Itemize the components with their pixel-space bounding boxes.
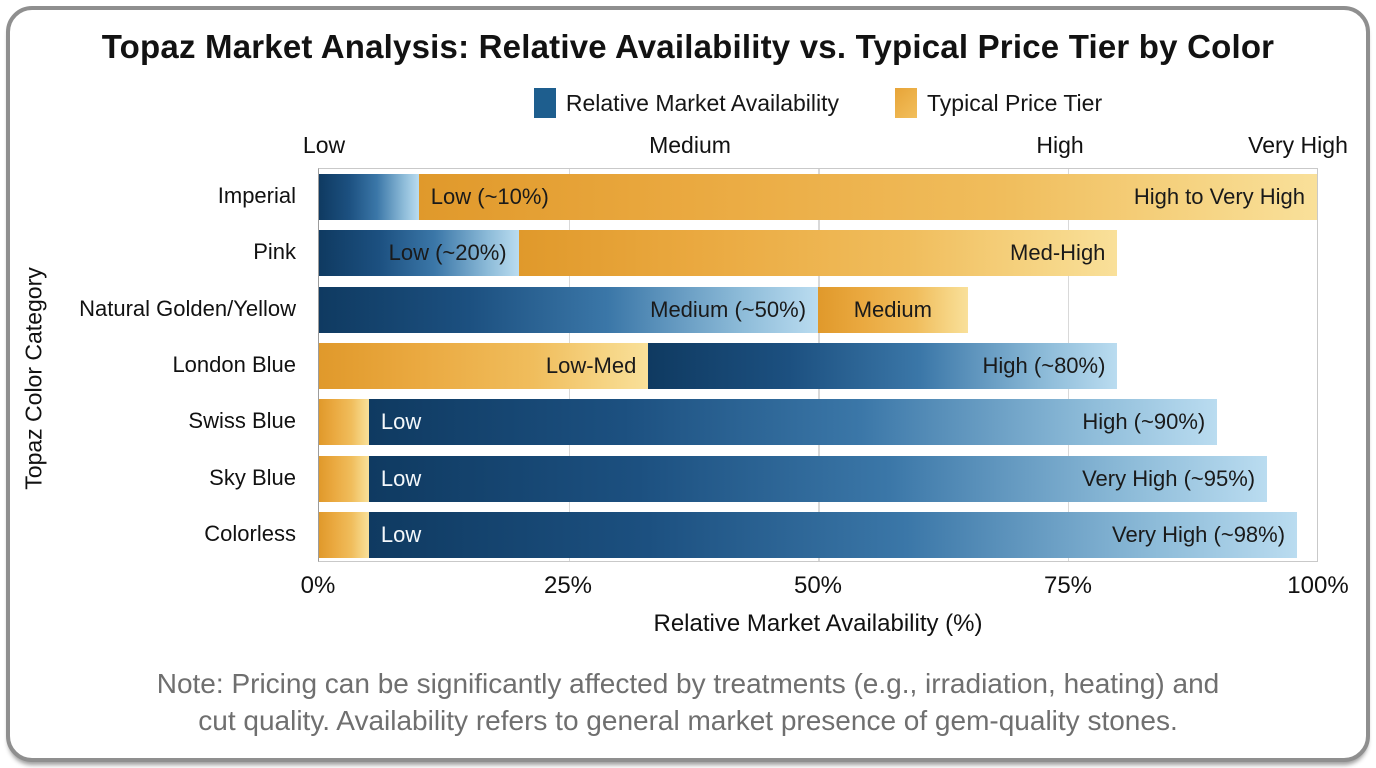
bar-row: Low High (~90%) (319, 399, 1317, 446)
category-label: Imperial (217, 183, 296, 209)
bar-row: Low (~20%) Med-High (319, 230, 1317, 277)
price-bar-segment (518, 230, 1118, 277)
category-label: Colorless (204, 520, 296, 546)
category-label: London Blue (172, 351, 296, 377)
legend-label-availability: Relative Market Availability (565, 89, 840, 116)
availability-bar-segment (319, 230, 519, 277)
availability-bar-segment (648, 343, 1118, 389)
bar-value-label: High (~80%) (982, 353, 1106, 378)
bar-value-label: High to Very High (1133, 184, 1306, 210)
availability-bar-segment (368, 399, 1218, 446)
bar-value-label: Very High (~95%) (1082, 465, 1256, 491)
legend-swatch-availability (533, 88, 556, 118)
top-axis-tick-label: Very High (1248, 132, 1348, 158)
availability-bar-segment (319, 174, 419, 221)
bar-value-label: Medium (853, 296, 932, 322)
bar-value-label: High (~90%) (1082, 409, 1206, 435)
bar-value-label: Medium (~50%) (650, 296, 807, 322)
availability-bar-segment (368, 455, 1268, 502)
bar-value-label: Med-High (1010, 240, 1106, 266)
bar-row: Medium (~50%) Medium (319, 286, 1317, 333)
price-bar-segment (818, 286, 968, 333)
x-tick-label: 100% (1287, 572, 1349, 599)
category-label: Sky Blue (209, 464, 296, 490)
top-axis-tick-label: Medium (649, 132, 731, 158)
category-label: Natural Golden/Yellow (79, 295, 296, 321)
bar-value-label: Low-Med (545, 353, 637, 378)
bar-row: Low-Med High (~80%) (319, 343, 1317, 389)
x-tick-label: 0% (300, 572, 336, 599)
plot-area: Low (~10%) High to Very High Low (~20%) Med… (318, 168, 1318, 562)
bar-value-label: Low (380, 409, 422, 435)
price-bar-segment (418, 174, 1317, 221)
chart-title: Topaz Market Analysis: Relative Availabi… (101, 28, 1275, 65)
price-bar-segment (319, 511, 369, 558)
x-tick-label: 75% (1043, 572, 1093, 599)
legend: Relative Market Availability Typical Pri… (318, 86, 1318, 120)
legend-swatch-price (895, 88, 918, 118)
top-axis-tick-label: High (1036, 132, 1084, 158)
top-axis-tick-label: Low (302, 132, 346, 158)
bar-row: Low Very High (~95%) (319, 455, 1317, 502)
category-label: Pink (253, 239, 296, 265)
category-axis: Imperial Pink Natural Golden/Yellow London … (0, 168, 306, 562)
legend-item-availability: Relative Market Availability (533, 88, 840, 118)
bar-value-label: Low (380, 521, 422, 547)
legend-label-price: Typical Price Tier (927, 89, 1103, 116)
x-tick-label: 25% (543, 572, 593, 599)
category-label: Swiss Blue (188, 408, 296, 434)
legend-item-price: Typical Price Tier (895, 88, 1102, 118)
price-bar-segment (319, 455, 369, 502)
bar-row: Low (~10%) High to Very High (319, 174, 1317, 221)
bar-value-label: Low (~10%) (430, 184, 549, 210)
x-axis-title: Relative Market Availability (%) (653, 610, 983, 637)
x-tick-label: 50% (793, 572, 843, 599)
bar-value-label: Low (380, 465, 422, 491)
top-axis: Low Medium High Very High (303, 132, 1348, 162)
availability-bar-segment (368, 511, 1298, 558)
bar-value-label: Low (~20%) (388, 240, 507, 266)
bar-value-label: Very High (~98%) (1112, 521, 1286, 547)
footnote: Note: Pricing can be significantly affec… (38, 666, 1338, 740)
bar-row: Low Very High (~98%) (319, 511, 1317, 558)
price-bar-segment (319, 399, 369, 446)
price-bar-segment (319, 343, 649, 389)
footnote-line2: cut quality. Availability refers to gene… (198, 704, 1178, 736)
availability-bar-segment (319, 286, 818, 333)
x-axis: 0% 25% 50% 75% 100% (301, 572, 1349, 602)
footnote-line1: Note: Pricing can be significantly affec… (156, 668, 1220, 699)
